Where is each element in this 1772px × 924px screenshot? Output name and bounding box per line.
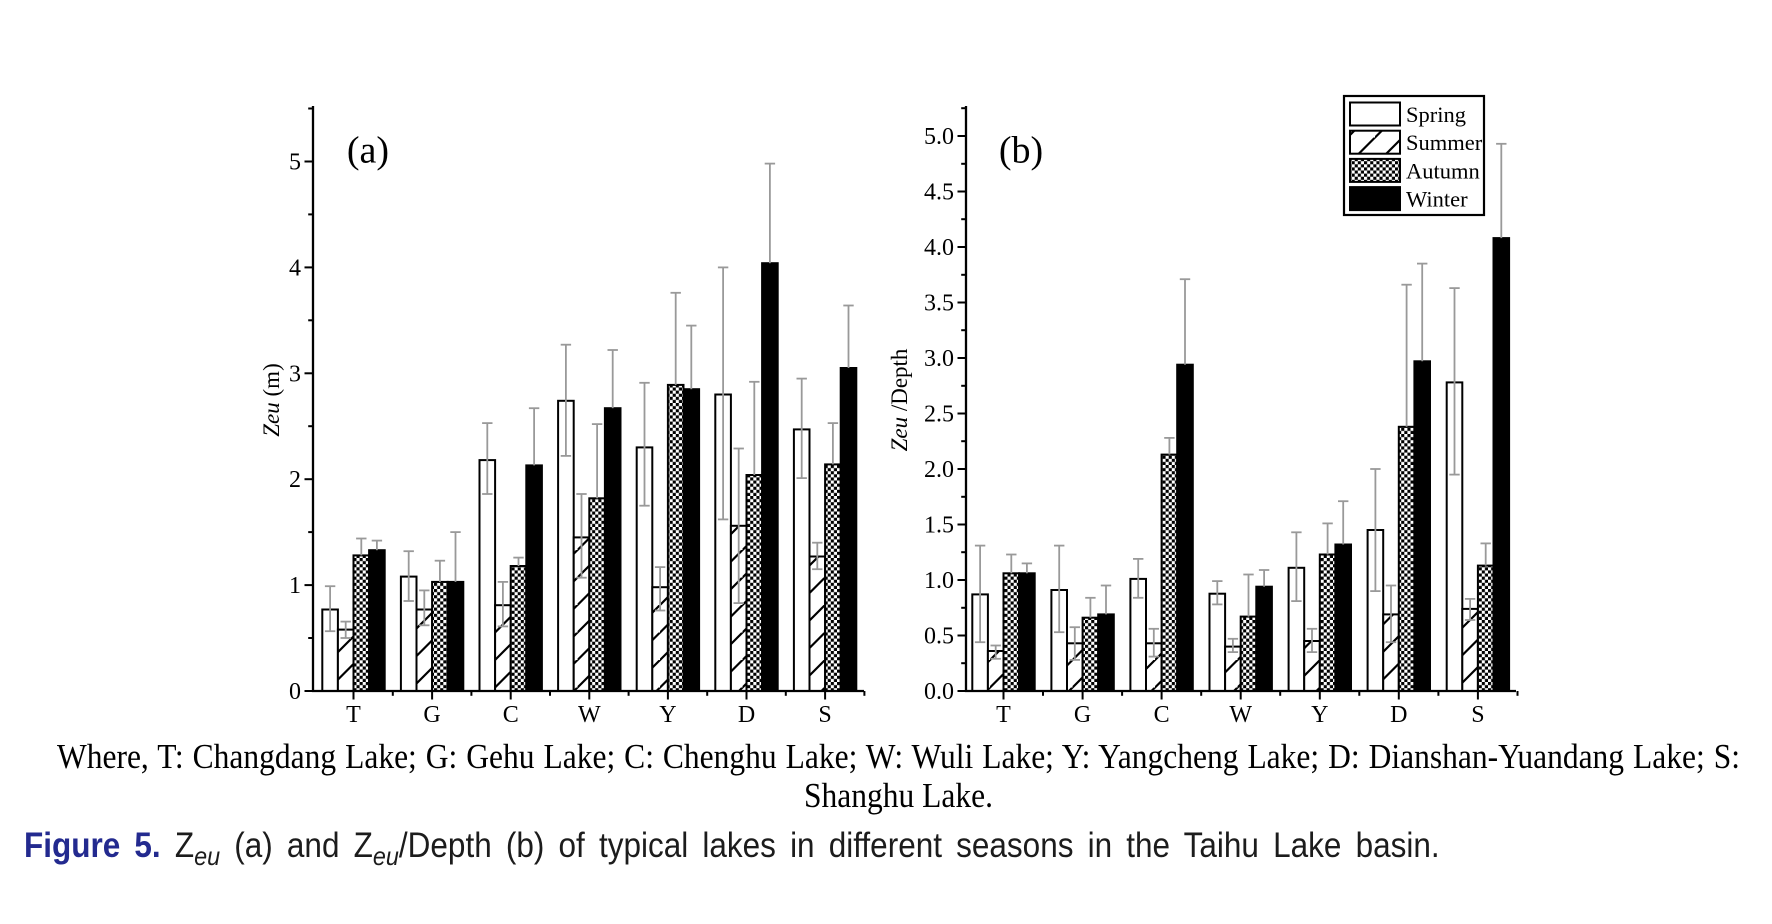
svg-text:4.0: 4.0 <box>924 235 954 261</box>
svg-text:W: W <box>1229 702 1252 728</box>
svg-text:Zeu (m): Zeu (m) <box>259 363 284 436</box>
svg-text:0.0: 0.0 <box>924 679 954 705</box>
svg-text:0: 0 <box>289 679 301 705</box>
svg-text:Y: Y <box>659 702 676 728</box>
svg-text:1.0: 1.0 <box>924 568 954 594</box>
svg-text:4.5: 4.5 <box>924 180 954 206</box>
svg-text:1: 1 <box>289 573 301 599</box>
svg-text:C: C <box>503 702 519 728</box>
svg-text:Winter: Winter <box>1406 187 1468 212</box>
svg-text:0.5: 0.5 <box>924 624 954 650</box>
svg-text:C: C <box>1154 702 1170 728</box>
svg-text:4: 4 <box>289 255 301 281</box>
svg-text:1.5: 1.5 <box>924 513 954 539</box>
svg-text:2: 2 <box>289 467 301 493</box>
svg-text:S: S <box>818 702 831 728</box>
svg-text:S: S <box>1471 702 1484 728</box>
svg-text:3.5: 3.5 <box>924 291 954 317</box>
svg-text:Autumn: Autumn <box>1406 158 1480 183</box>
svg-text:(a): (a) <box>347 130 389 172</box>
svg-text:Summer: Summer <box>1406 130 1483 155</box>
svg-text:2.5: 2.5 <box>924 402 954 428</box>
svg-text:T: T <box>346 702 361 728</box>
svg-text:Spring: Spring <box>1406 102 1466 127</box>
svg-text:2.0: 2.0 <box>924 457 954 483</box>
svg-text:(b): (b) <box>999 130 1043 172</box>
svg-text:3.0: 3.0 <box>924 346 954 372</box>
svg-text:G: G <box>1074 702 1091 728</box>
svg-text:D: D <box>1390 702 1407 728</box>
svg-text:Zeu /Depth: Zeu /Depth <box>887 348 912 451</box>
svg-text:G: G <box>423 702 440 728</box>
svg-text:5: 5 <box>289 150 301 176</box>
svg-text:T: T <box>996 702 1011 728</box>
svg-text:D: D <box>738 702 755 728</box>
svg-text:Y: Y <box>1311 702 1328 728</box>
svg-text:W: W <box>578 702 601 728</box>
svg-text:5.0: 5.0 <box>924 124 954 150</box>
svg-text:3: 3 <box>289 361 301 387</box>
